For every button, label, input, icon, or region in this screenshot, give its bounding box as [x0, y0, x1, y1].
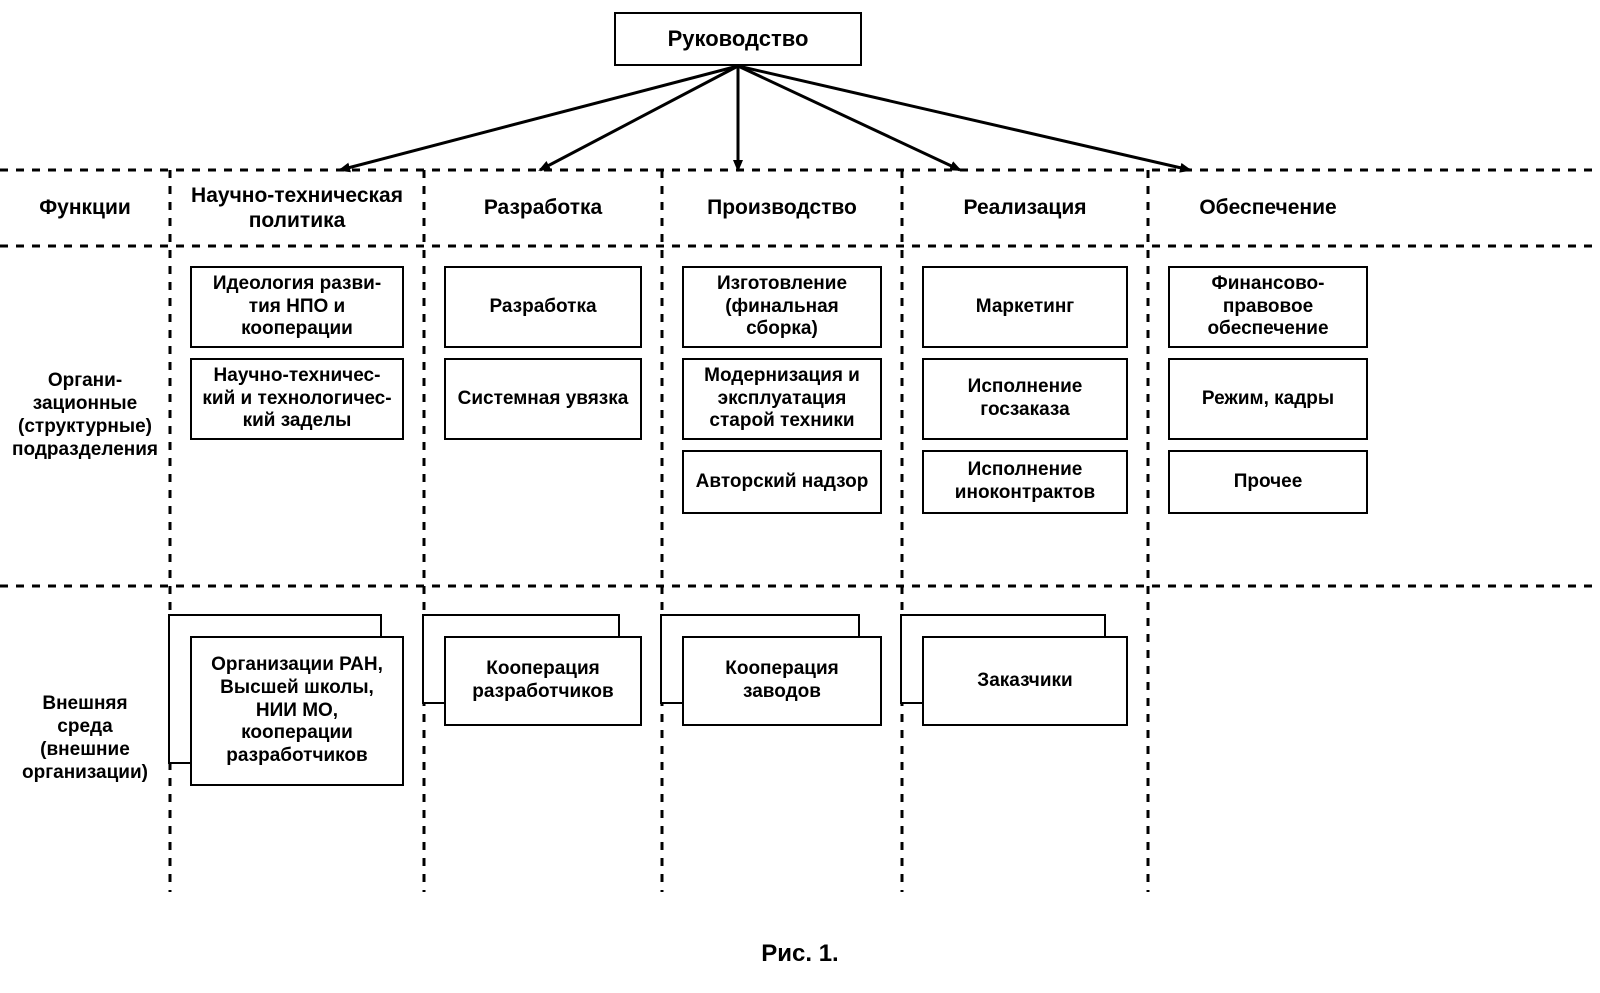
figure-caption: Рис. 1.	[0, 940, 1600, 980]
unit-cell-text: Прочее	[1234, 471, 1303, 494]
column-header-c2-text: Разработка	[484, 195, 602, 220]
row-label-env: Внешняясреда(внешниеорганизации)	[0, 586, 170, 892]
env-cell-text: Кооперацияразработчиков	[472, 658, 613, 704]
diagram-canvas: Руководство Функции Научно-техническая п…	[0, 0, 1600, 993]
unit-cell: Разработка	[444, 266, 642, 348]
root-node: Руководство	[614, 12, 862, 66]
unit-cell: Идеология разви-тия НПО икооперации	[190, 266, 404, 348]
row-label-units-text: Органи-зационные(структурные)подразделен…	[12, 370, 158, 461]
column-header-c5: Обеспечение	[1148, 170, 1388, 246]
root-node-label: Руководство	[668, 26, 809, 52]
unit-cell: Маркетинг	[922, 266, 1128, 348]
env-cell: Кооперациязаводов	[682, 636, 882, 726]
column-header-c1: Научно-техническая политика	[170, 170, 424, 246]
unit-cell: Финансово-правовоеобеспечение	[1168, 266, 1368, 348]
unit-cell: Исполнениеиноконтрактов	[922, 450, 1128, 514]
unit-cell-text: Исполнениеиноконтрактов	[955, 459, 1095, 505]
unit-cell-text: Исполнениегосзаказа	[968, 376, 1083, 422]
column-header-c5-text: Обеспечение	[1199, 195, 1336, 220]
unit-cell-text: Системная увязка	[458, 388, 629, 411]
column-header-c4: Реализация	[902, 170, 1148, 246]
env-cell: Организации РАН,Высшей школы,НИИ МО,кооп…	[190, 636, 404, 786]
unit-cell: Режим, кадры	[1168, 358, 1368, 440]
unit-cell: Прочее	[1168, 450, 1368, 514]
env-cell-text: Организации РАН,Высшей школы,НИИ МО,кооп…	[211, 654, 383, 768]
row-label-functions-text: Функции	[39, 195, 131, 220]
unit-cell-text: Модернизация иэксплуатациястарой техники	[704, 365, 860, 433]
env-cell-text: Заказчики	[977, 670, 1072, 693]
figure-caption-text: Рис. 1.	[761, 940, 838, 967]
column-header-c4-text: Реализация	[963, 195, 1086, 220]
column-header-c3-text: Производство	[707, 195, 857, 220]
unit-cell-text: Авторский надзор	[696, 471, 869, 494]
unit-cell-text: Разработка	[489, 296, 596, 319]
unit-cell: Модернизация иэксплуатациястарой техники	[682, 358, 882, 440]
column-header-c2: Разработка	[424, 170, 662, 246]
unit-cell-text: Изготовление(финальнаясборка)	[717, 273, 847, 341]
unit-cell-text: Идеология разви-тия НПО икооперации	[213, 273, 381, 341]
unit-cell: Системная увязка	[444, 358, 642, 440]
unit-cell-text: Режим, кадры	[1202, 388, 1334, 411]
env-cell: Кооперацияразработчиков	[444, 636, 642, 726]
row-label-env-text: Внешняясреда(внешниеорганизации)	[22, 693, 148, 784]
unit-cell: Авторский надзор	[682, 450, 882, 514]
unit-cell-text: Маркетинг	[976, 296, 1074, 319]
row-label-functions: Функции	[0, 170, 170, 246]
unit-cell: Научно-техничес-кий и технологичес-кий з…	[190, 358, 404, 440]
env-cell: Заказчики	[922, 636, 1128, 726]
column-header-c1-text: Научно-техническая политика	[170, 183, 424, 233]
unit-cell: Изготовление(финальнаясборка)	[682, 266, 882, 348]
env-cell-text: Кооперациязаводов	[725, 658, 838, 704]
column-header-c3: Производство	[662, 170, 902, 246]
unit-cell-text: Финансово-правовоеобеспечение	[1207, 273, 1328, 341]
unit-cell-text: Научно-техничес-кий и технологичес-кий з…	[202, 365, 391, 433]
row-label-units: Органи-зационные(структурные)подразделен…	[0, 246, 170, 586]
unit-cell: Исполнениегосзаказа	[922, 358, 1128, 440]
